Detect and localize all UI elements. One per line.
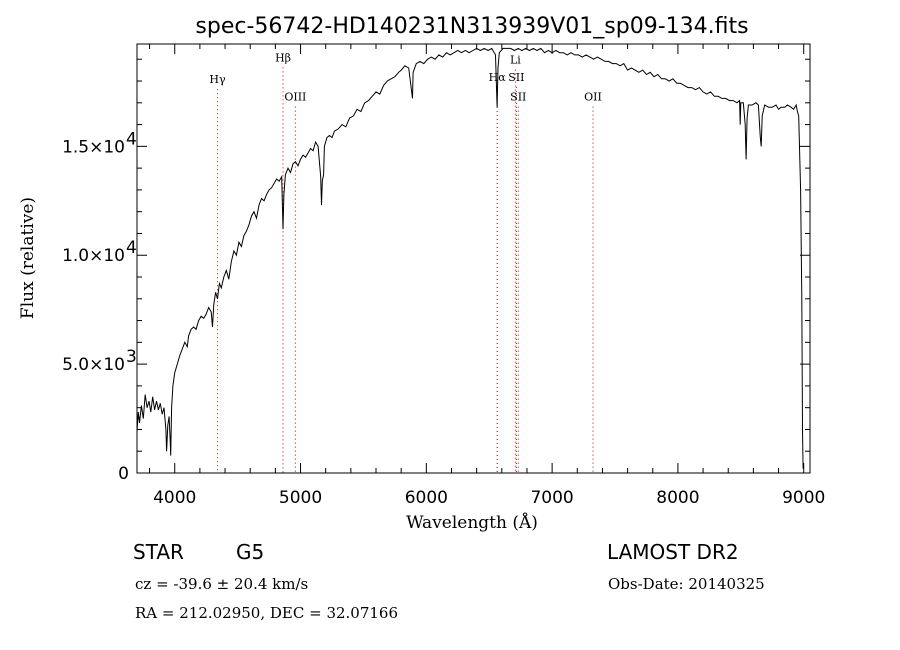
y-tick-exponent: 3	[126, 347, 137, 367]
chart-title: spec-56742-HD140231N313939V01_sp09-134.f…	[195, 14, 748, 39]
plot-frame	[136, 43, 811, 474]
x-axis-title: Wavelength (Å)	[406, 512, 538, 533]
x-tick-label: 9000	[782, 488, 825, 508]
observation-date: Obs-Date: 20140325	[608, 575, 765, 593]
spectral-line-label: SII	[510, 91, 526, 104]
spectral-line-label: Hγ	[209, 73, 226, 86]
x-tick-label: 4000	[153, 488, 196, 508]
y-axis-title: Flux (relative)	[18, 197, 38, 319]
y-tick-label: 5.0×10	[62, 355, 125, 375]
object-class: STAR	[133, 540, 184, 564]
y-tick-exponent: 4	[126, 238, 137, 258]
spectrum-series	[136, 47, 804, 469]
x-tick-label: 6000	[405, 488, 448, 508]
y-tick-label: 1.0×10	[62, 246, 125, 266]
spectrum-line-0	[136, 47, 804, 469]
survey-name: LAMOST DR2	[607, 540, 739, 564]
y-tick-exponent: 4	[126, 129, 137, 149]
spectral-line-label: OIII	[284, 91, 306, 104]
spectral-line-label: OII	[584, 91, 602, 104]
redshift-cz: cz = -39.6 ± 20.4 km/s	[135, 575, 309, 593]
spectral-line-label: Hβ	[275, 51, 291, 64]
x-tick-label: 7000	[530, 488, 573, 508]
y-tick-label: 0	[118, 464, 129, 484]
spectral-line-label: Li	[510, 54, 521, 67]
spectral-line-label: SII	[508, 71, 524, 84]
ra-dec-coordinates: RA = 212.02950, DEC = 32.07166	[135, 604, 399, 622]
y-tick-label: 1.5×10	[62, 137, 125, 157]
x-tick-label: 5000	[279, 488, 322, 508]
x-tick-label: 8000	[656, 488, 699, 508]
object-subclass: G5	[236, 540, 265, 564]
